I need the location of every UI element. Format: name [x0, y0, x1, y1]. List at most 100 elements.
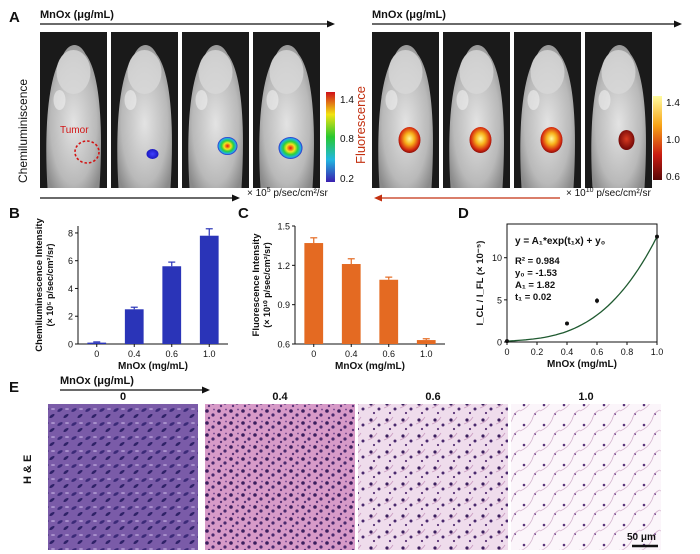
fl-signal-spot [540, 127, 563, 153]
cl-mouse-head [56, 50, 91, 94]
cl-mouse-head [127, 50, 162, 94]
cl-signal-spot [278, 137, 303, 159]
bar-0.4 [341, 264, 361, 344]
fl-colorbar [653, 96, 662, 180]
fl-mouse-fur [598, 90, 611, 110]
x-axis-title: MnOx (mg/mL) [118, 361, 188, 372]
x-tick-label: 0 [504, 347, 509, 357]
fit-equation: y = A₁*exp(t₁x) + y₀ [515, 236, 605, 247]
fl-mouse-head [530, 50, 565, 94]
cl-unit-label: × 105 p/sec/cm²/sr [247, 187, 329, 199]
he-dose-axis-title: MnOx (μg/mL) [60, 375, 134, 387]
fl-mouse-2 [514, 32, 581, 188]
cl-signal-spot [217, 137, 238, 155]
plot-frame [506, 223, 658, 343]
fl-colorbar-tick-top: 1.4 [666, 98, 680, 109]
y-tick-label: 0.6 [277, 340, 290, 350]
fl-bottom-arrowhead [374, 194, 382, 202]
cl-signal-spot [146, 149, 159, 159]
panel-c-label: C [238, 205, 249, 222]
x-tick-label: 1.0 [203, 349, 216, 359]
x-tick-label: 0.4 [345, 349, 358, 359]
y-axis-title: I_CL / I_FL (× 10⁻⁵) [475, 241, 486, 326]
y-tick-label: 1.5 [277, 222, 290, 232]
fl-side-label: Fluorescence [353, 86, 368, 164]
cl-mouse-3 [253, 32, 320, 188]
y-tick-label: 0 [68, 340, 73, 350]
he-dose-label: 0 [120, 391, 126, 403]
y-tick-label: 2 [68, 312, 73, 322]
fl-signal-spot [398, 127, 421, 153]
fl-mouse-head [601, 50, 636, 94]
data-point [595, 298, 599, 303]
x-tick-label: 0 [311, 349, 316, 359]
fl-mouse-1 [443, 32, 510, 188]
fit-stat: y₀ = -1.53 [515, 268, 557, 279]
he-image-2 [358, 404, 508, 550]
panel-b-label: B [9, 205, 20, 222]
cl-mouse-1 [111, 32, 178, 188]
data-point [655, 234, 659, 239]
cl-mouse-fur [195, 90, 208, 110]
he-image-0 [48, 404, 198, 550]
x-axis-title: MnOx (mg/mL) [335, 361, 405, 372]
x-tick-label: 0 [94, 349, 99, 359]
x-tick-label: 0.8 [621, 347, 634, 357]
cl-mouse-fur [266, 90, 279, 110]
data-point [565, 321, 569, 326]
fl-mouse-head [459, 50, 494, 94]
cl-dose-axis-title: MnOx (μg/mL) [40, 9, 114, 21]
fl-signal-spot [469, 127, 492, 153]
cl-colorbar-tick-bottom: 0.2 [340, 174, 354, 185]
x-tick-label: 0.6 [165, 349, 178, 359]
he-histology-images [48, 404, 661, 550]
x-tick-label: 0.2 [531, 347, 544, 357]
y-axis-title: Fluorescence Intensity [251, 233, 262, 337]
fit-stat: A₁ = 1.82 [515, 280, 555, 291]
y-tick-label: 8 [68, 228, 73, 238]
cl-mouse-0 [40, 32, 107, 188]
x-tick-label: 0.4 [561, 347, 574, 357]
fl-signal-spot [618, 130, 635, 150]
y-tick-label: 10 [492, 253, 502, 263]
bar-0.6 [379, 279, 399, 344]
he-scale-label: 50 μm [627, 532, 656, 543]
x-tick-label: 0.6 [382, 349, 395, 359]
he-dose-labels: 0 0.4 0.6 1.0 [120, 391, 594, 403]
x-tick-label: 0.6 [591, 347, 604, 357]
chemiluminescence-mouse-images [40, 32, 320, 188]
fl-mouse-fur [527, 90, 540, 110]
y-axis-title-units: (× 10⁵ p/sec/cm²/sr) [45, 243, 55, 326]
fl-mouse-head [388, 50, 423, 94]
cl-mouse-fur [53, 90, 66, 110]
fl-mouse-fur [385, 90, 398, 110]
he-dose-label: 0.6 [425, 391, 440, 403]
he-image-1 [205, 404, 355, 550]
data-point [505, 339, 509, 344]
bar-1.0 [199, 235, 219, 344]
y-axis-title-units: (× 10¹⁰ p/sec/cm²/sr) [262, 242, 272, 327]
fit-curve [506, 236, 658, 342]
fl-mouse-fur [456, 90, 469, 110]
chart-c-fluorescence: 0.6 0.9 1.2 1.5 0 0.4 0.6 1.0 MnOx (mg/mL) Fluore… [251, 222, 445, 372]
cl-mouse-head [198, 50, 233, 94]
panel-e-label: E [9, 379, 19, 396]
cl-colorbar-tick-top: 1.4 [340, 95, 354, 106]
cl-mouse-head [269, 50, 304, 94]
fluorescence-mouse-images [372, 32, 652, 188]
fl-mouse-3 [585, 32, 652, 188]
cl-side-label: Chemiluminiscence [16, 79, 30, 183]
bar-0.6 [162, 266, 182, 344]
fl-dose-axis-title: MnOx (μg/mL) [372, 9, 446, 21]
y-axis-title: Chemiluminescence Intensity [34, 218, 45, 352]
cl-mouse-2 [182, 32, 249, 188]
bar-0 [87, 342, 107, 344]
he-side-label: H & E [22, 455, 34, 484]
fl-colorbar-tick-mid: 1.0 [666, 135, 680, 146]
y-tick-label: 0.9 [277, 300, 290, 310]
he-dose-label: 1.0 [578, 391, 593, 403]
panel-d-label: D [458, 205, 469, 222]
panel-a-label: A [9, 9, 20, 26]
cl-bottom-arrowhead [232, 194, 240, 202]
he-image-3 [511, 404, 661, 550]
